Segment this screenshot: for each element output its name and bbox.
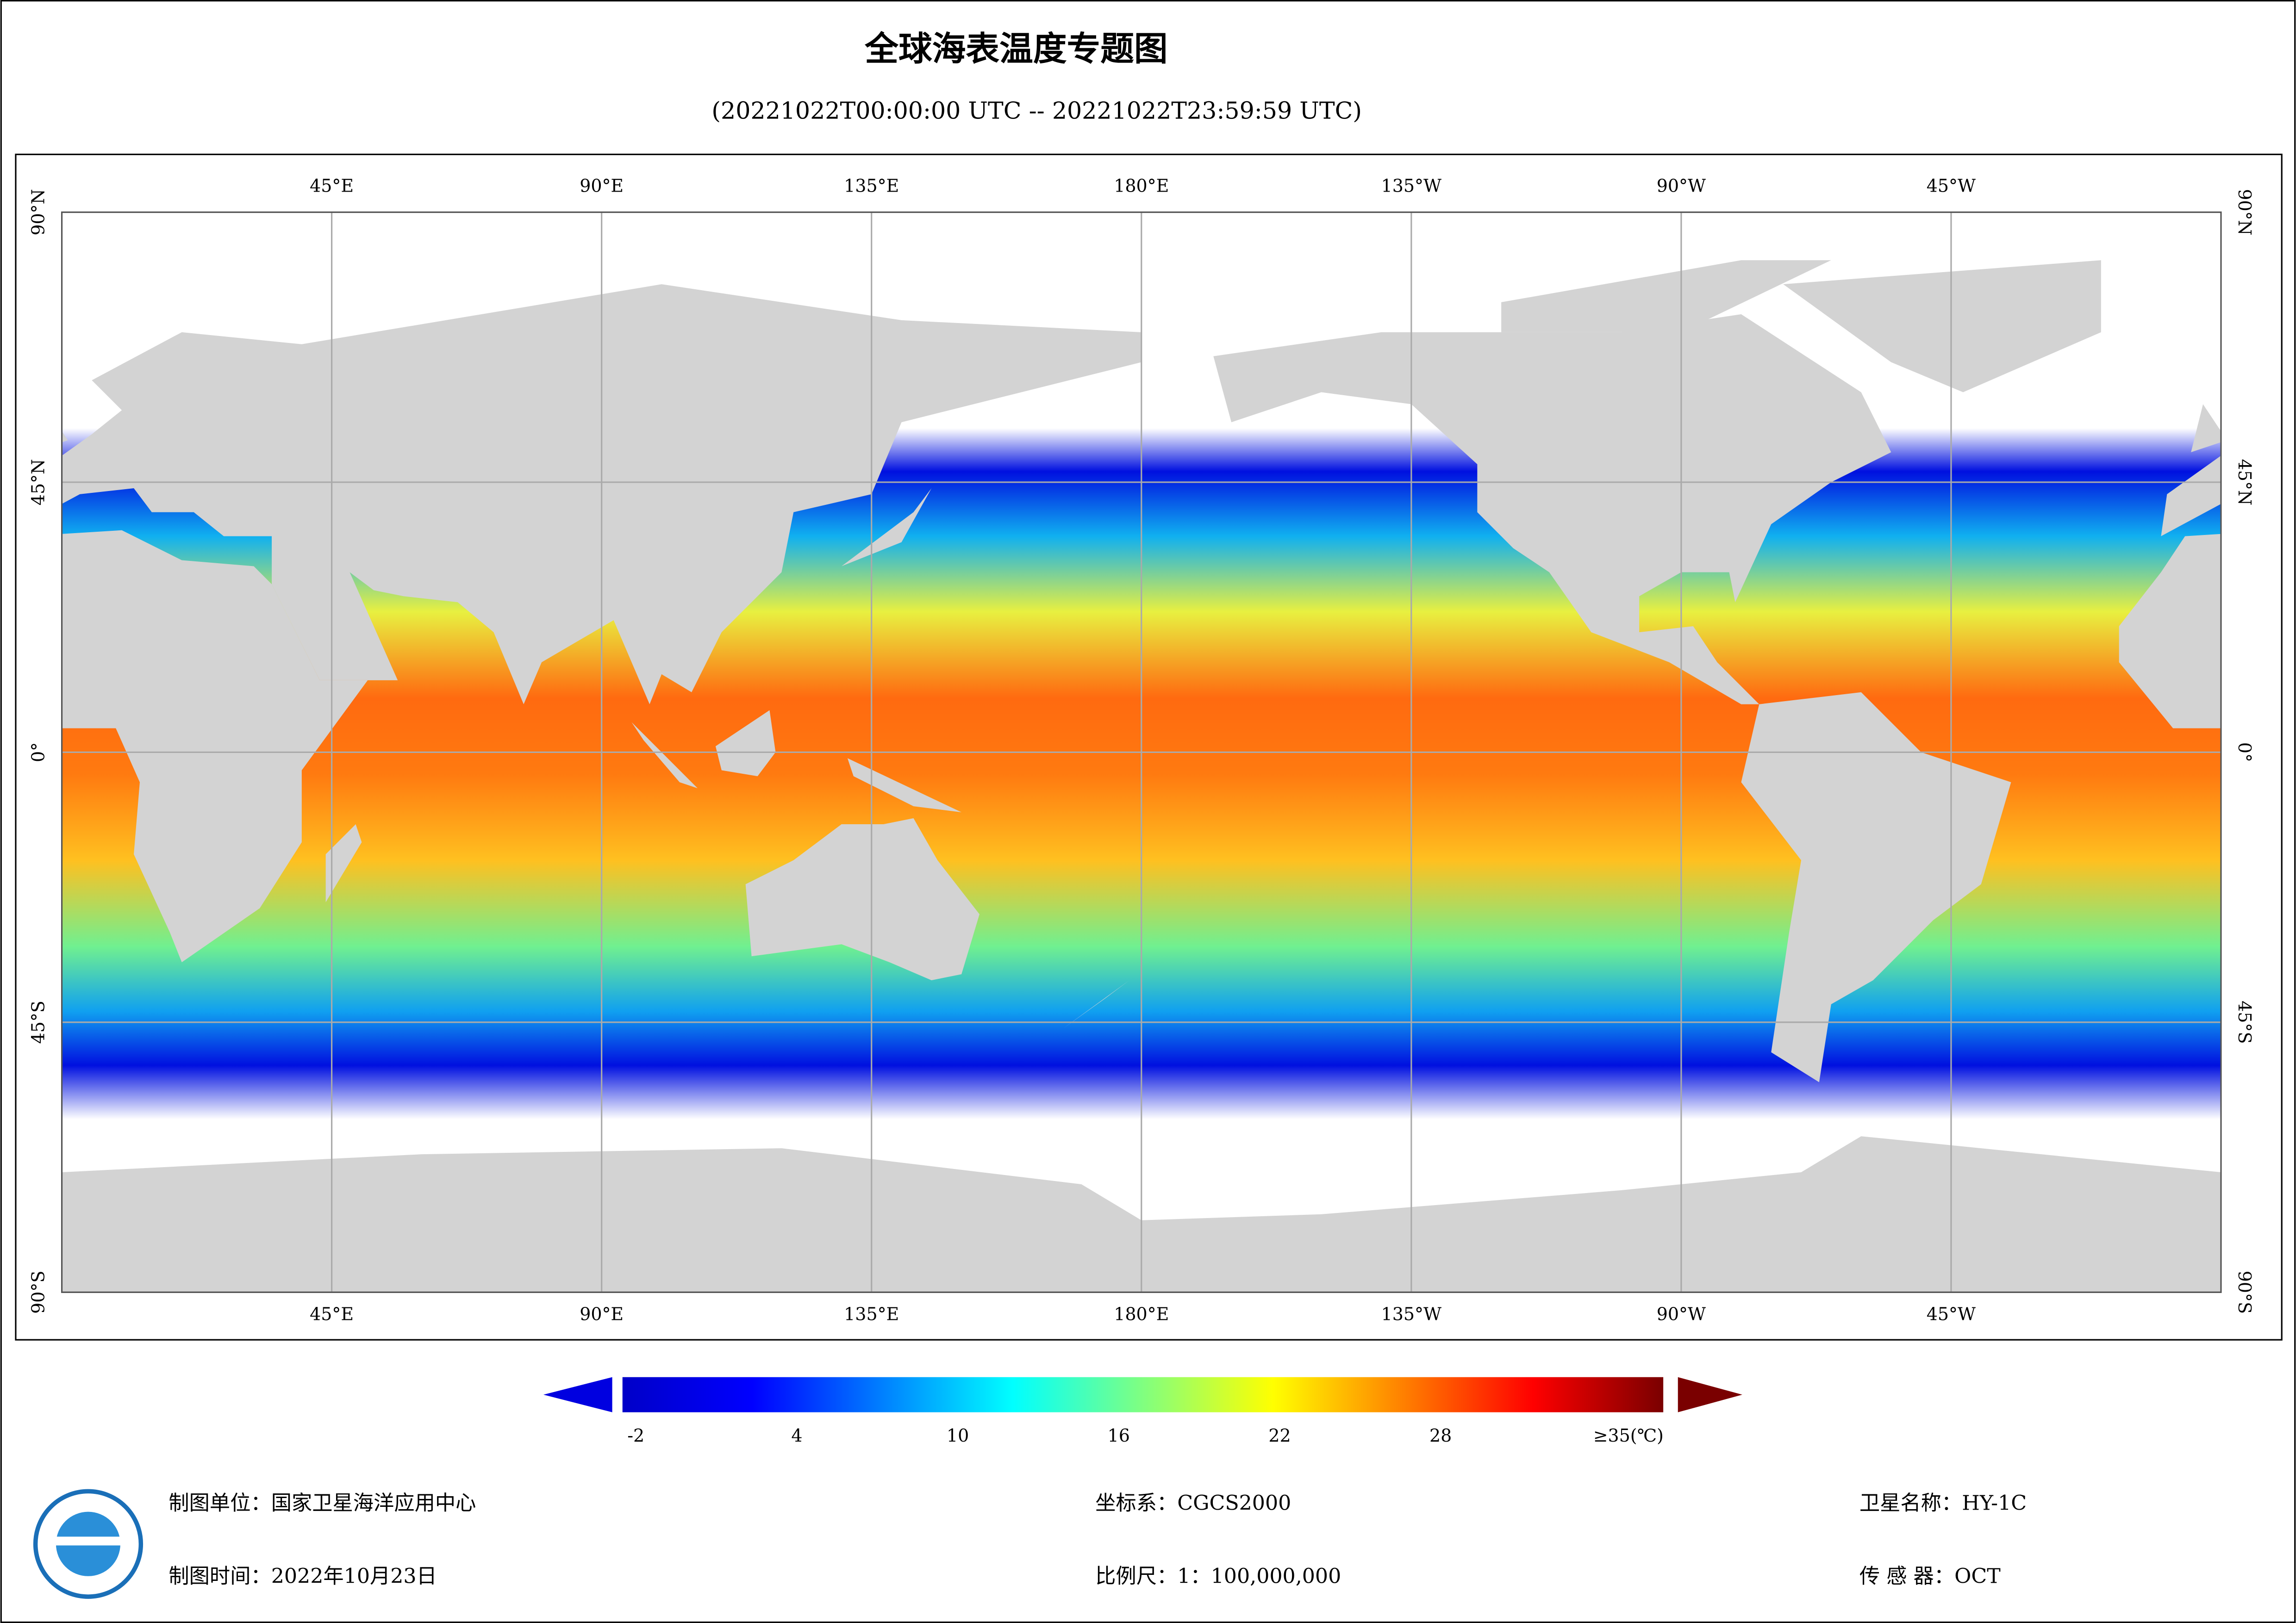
footer-scale: 比例尺：1：100,000,000 [1095, 1564, 1341, 1588]
lat-label: 0° [2234, 742, 2255, 762]
lat-label: 90°S [2234, 1271, 2255, 1314]
lon-label: 45°E [310, 175, 354, 196]
lat-label: 45°S [28, 1001, 49, 1044]
lat-label: 45°N [2234, 459, 2255, 505]
logo-band [56, 1536, 121, 1546]
colorbar-tick-label: -2 [627, 1425, 644, 1446]
colorbar-tick-label: 10 [947, 1425, 969, 1446]
lon-label: 90°E [580, 1304, 624, 1324]
footer-sensor: 传 感 器：OCT [1859, 1564, 2001, 1588]
lat-label: 90°N [2234, 189, 2255, 235]
lon-label: 90°W [1657, 175, 1706, 196]
colorbar-bar [622, 1377, 1664, 1412]
lat-label: 45°S [2234, 1001, 2255, 1044]
colorbar-tick-label: 28 [1429, 1425, 1452, 1446]
lon-label: 180°E [1114, 1304, 1169, 1324]
lon-label: 135°E [844, 1304, 899, 1324]
lon-label: 45°E [310, 1304, 354, 1324]
colorbar-under [543, 1377, 612, 1412]
logo [33, 1489, 144, 1599]
colorbar-over [1678, 1377, 1742, 1412]
lat-label: 45°N [28, 459, 49, 505]
lon-label: 90°W [1657, 1304, 1706, 1324]
footer-satellite: 卫星名称：HY-1C [1859, 1491, 2027, 1515]
lon-label: 135°W [1381, 175, 1441, 196]
map-frame [15, 154, 2283, 1341]
lon-label: 45°W [1927, 1304, 1976, 1324]
footer-unit: 制图单位：国家卫星海洋应用中心 [168, 1491, 476, 1515]
colorbar: -2 4 10 16 22 28 ≥35(℃) [543, 1377, 1742, 1446]
map-border [61, 211, 2222, 1293]
colorbar-tick-label: 22 [1268, 1425, 1291, 1446]
lon-label: 45°W [1927, 175, 1976, 196]
footer-time: 制图时间：2022年10月23日 [168, 1564, 437, 1588]
lat-label: 90°N [28, 189, 49, 235]
lat-label: 0° [28, 742, 49, 762]
footer-crs: 坐标系：CGCS2000 [1095, 1491, 1291, 1515]
lon-label: 180°E [1114, 175, 1169, 196]
lat-label: 90°S [28, 1271, 49, 1314]
lon-label: 135°E [844, 175, 899, 196]
subtitle: (20221022T00:00:00 UTC -- 20221022T23:59… [711, 97, 1362, 124]
colorbar-tick-label: 4 [791, 1425, 802, 1446]
colorbar-tick-label: 16 [1108, 1425, 1130, 1446]
title: 全球海表温度专题图 [864, 30, 1167, 69]
lon-label: 90°E [580, 175, 624, 196]
lon-label: 135°W [1381, 1304, 1441, 1324]
colorbar-tick-label: ≥35(℃) [1593, 1425, 1664, 1446]
